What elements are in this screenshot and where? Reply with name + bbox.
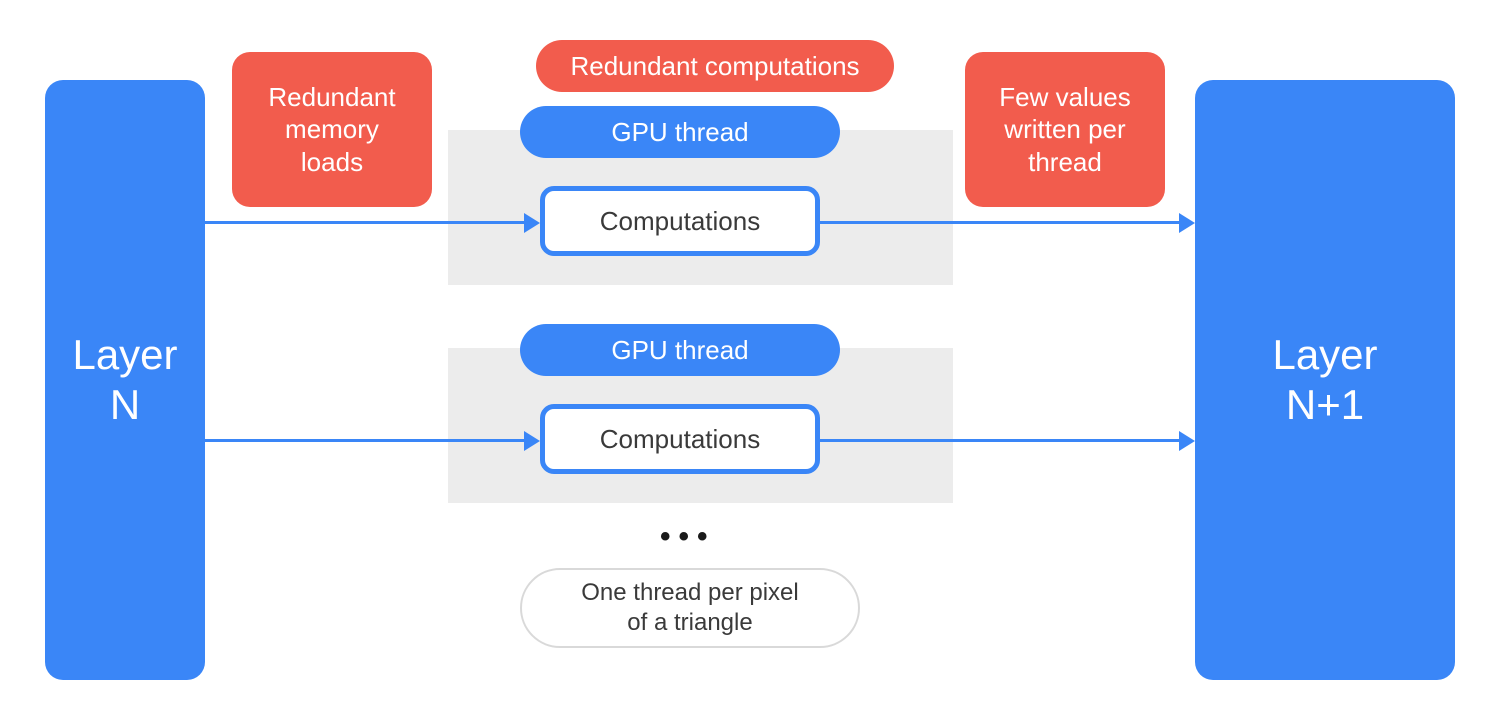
computations-label-1: Computations — [600, 206, 760, 237]
footer-note-label: One thread per pixelof a triangle — [581, 578, 798, 638]
ellipsis-dots: ••• — [660, 520, 716, 554]
gpu-thread-pill-2: GPU thread — [520, 324, 840, 376]
layer-n-box: LayerN — [45, 80, 205, 680]
ellipsis-label: ••• — [660, 520, 716, 553]
issue-few-values-written: Few valueswritten perthread — [965, 52, 1165, 207]
computations-label-2: Computations — [600, 424, 760, 455]
issue-right-label: Few valueswritten perthread — [999, 81, 1131, 179]
layer-n-label: LayerN — [72, 330, 177, 431]
issue-top-label: Redundant computations — [570, 50, 859, 83]
gpu-thread-label-2: GPU thread — [611, 335, 748, 366]
issue-redundant-computations: Redundant computations — [536, 40, 894, 92]
arrow-1-right-head — [1179, 213, 1195, 233]
gpu-thread-label-1: GPU thread — [611, 117, 748, 148]
arrow-2-right-line — [820, 439, 1179, 442]
arrow-2-left-line — [205, 439, 524, 442]
arrow-2-left-head — [524, 431, 540, 451]
gpu-thread-pill-1: GPU thread — [520, 106, 840, 158]
layer-n1-label: LayerN+1 — [1272, 330, 1377, 431]
arrow-1-left-head — [524, 213, 540, 233]
arrow-1-right-line — [820, 221, 1179, 224]
layer-n1-box: LayerN+1 — [1195, 80, 1455, 680]
issue-redundant-memory-loads: Redundantmemoryloads — [232, 52, 432, 207]
computations-box-1: Computations — [540, 186, 820, 256]
arrow-1-left-line — [205, 221, 524, 224]
issue-left-label: Redundantmemoryloads — [268, 81, 395, 179]
footer-note-pill: One thread per pixelof a triangle — [520, 568, 860, 648]
arrow-2-right-head — [1179, 431, 1195, 451]
computations-box-2: Computations — [540, 404, 820, 474]
